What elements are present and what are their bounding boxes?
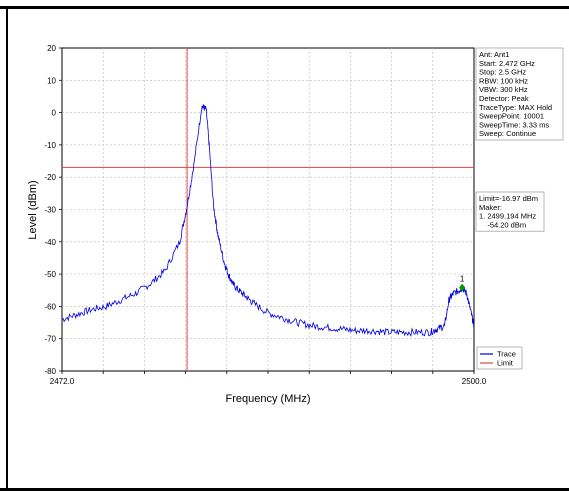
info-box-line: SweepPoint: 10001	[479, 112, 544, 121]
x-tick-label-end: 2500.0	[462, 377, 487, 386]
y-tick-label: 20	[47, 44, 56, 53]
info-box-line: Sweep: Continue	[479, 129, 536, 138]
y-tick-label: -80	[44, 367, 56, 376]
x-tick-label-start: 2472.0	[50, 377, 75, 386]
y-tick-label: -60	[44, 302, 56, 311]
marker-box-line: -54.20 dBm	[479, 220, 526, 229]
x-axis-ticks: 2472.0 2500.0	[50, 371, 487, 386]
info-box-line: SweepTime: 3.33 ms	[479, 120, 549, 129]
y-tick-label: -50	[44, 270, 56, 279]
y-tick-label: 10	[47, 76, 56, 85]
marker-point	[459, 283, 466, 292]
y-tick-label: -10	[44, 141, 56, 150]
info-box-line: RBW: 100 kHz	[479, 76, 528, 85]
x-axis-title: Frequency (MHz)	[226, 393, 311, 405]
y-axis-title: Level (dBm)	[27, 180, 39, 239]
marker-box-frame	[475, 191, 545, 232]
marker-box-line: 1. 2499.194 MHz	[479, 212, 536, 221]
marker-label: 1	[460, 275, 465, 284]
info-box-line: Start: 2.472 GHz	[479, 59, 535, 68]
info-box-frame	[475, 47, 564, 141]
trace-series-line	[61, 104, 475, 337]
info-box-line: Ant: Ant1	[479, 50, 509, 59]
y-tick-label: -20	[44, 173, 56, 182]
marker-box-line: Limit=-16.97 dBm	[479, 194, 538, 203]
legend-label: Limit	[497, 359, 514, 368]
info-box-line: VBW: 300 kHz	[479, 85, 528, 94]
y-tick-label: -70	[44, 335, 56, 344]
y-tick-label: -40	[44, 238, 56, 247]
grid-lines	[62, 48, 474, 371]
info-box-line: TraceType: MAX Hold	[479, 103, 552, 112]
y-tick-label: -30	[44, 206, 56, 215]
info-box-line: Detector: Peak	[479, 94, 529, 103]
frame-bottom-border	[0, 488, 569, 491]
legend-label: Trace	[497, 350, 516, 359]
frame-left-border	[6, 6, 8, 491]
y-axis-ticks: 20 10 0 -10 -20 -30 -40 -50 -60 -70 -80	[44, 44, 62, 376]
marker-box-line: Maker:	[479, 203, 502, 212]
info-box-line: Stop: 2.5 GHz	[479, 68, 526, 77]
y-tick-label: 0	[52, 109, 57, 118]
frame-top-border	[0, 6, 569, 9]
